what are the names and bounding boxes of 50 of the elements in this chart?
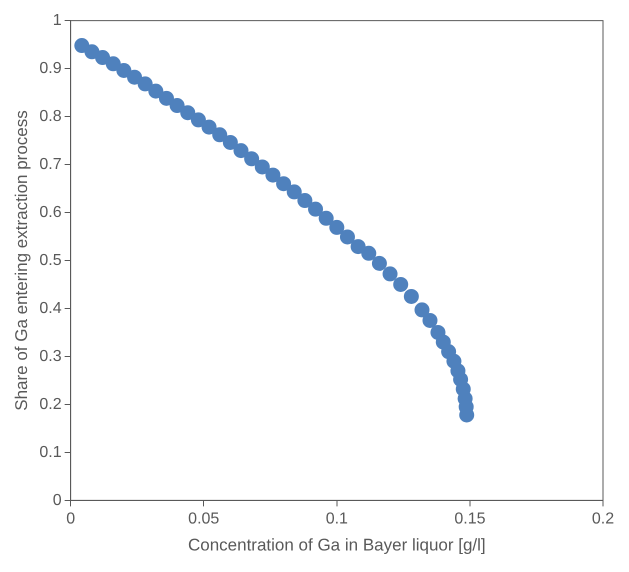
point: [148, 84, 164, 99]
point: [393, 276, 408, 292]
y-tick-label: 0.1: [39, 444, 62, 461]
point: [170, 98, 185, 114]
y-tick-label: 0.6: [39, 204, 62, 221]
point: [286, 184, 302, 200]
y-tick-label: 0.4: [39, 300, 62, 317]
y-tick-label: 0.5: [39, 252, 62, 269]
point: [95, 50, 110, 66]
point: [276, 176, 292, 192]
point: [254, 159, 270, 174]
x-axis-title: Concentration of Ga in Bayer liquor [g/l]: [188, 535, 486, 554]
point: [350, 239, 366, 254]
point: [244, 151, 260, 166]
point: [308, 202, 324, 217]
point: [361, 246, 376, 261]
point: [202, 120, 217, 135]
point: [414, 302, 430, 318]
y-axis-title: Share of Ga entering extraction process: [12, 110, 31, 411]
point: [329, 220, 344, 235]
point: [180, 105, 196, 120]
x-tick-label: 0.05: [188, 510, 220, 528]
point: [158, 90, 174, 106]
point: [340, 229, 355, 244]
x-tick-label: 0.2: [592, 510, 614, 528]
y-tick-label: 0.9: [39, 60, 62, 77]
point: [138, 76, 153, 92]
point: [422, 312, 438, 328]
point: [382, 266, 398, 282]
y-tick-label: 0.8: [39, 108, 62, 125]
x-tick-label: 0.1: [326, 510, 348, 528]
point: [106, 56, 121, 72]
point: [233, 143, 248, 158]
point: [265, 168, 280, 183]
y-tick-label: 0.2: [39, 396, 62, 413]
y-tick-label: 1: [52, 12, 62, 30]
point: [372, 256, 387, 271]
point: [404, 288, 419, 304]
point: [212, 127, 228, 142]
y-tick-label: 0.3: [39, 348, 62, 365]
x-tick-label: 0: [66, 510, 76, 528]
y-tick-label: 0.7: [39, 156, 62, 173]
point: [297, 193, 312, 208]
point: [127, 70, 142, 85]
x-tick-label: 0.15: [454, 510, 486, 528]
point: [222, 134, 238, 150]
point: [318, 210, 334, 226]
point: [190, 112, 206, 128]
y-tick-label: 0: [52, 492, 62, 509]
point: [116, 63, 132, 78]
